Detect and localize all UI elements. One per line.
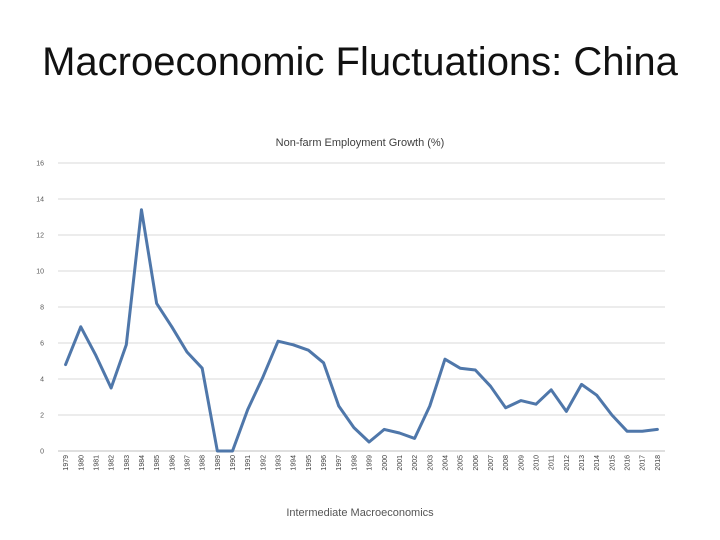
x-tick-label: 2000	[382, 455, 389, 471]
data-point-2007	[489, 385, 492, 388]
data-point-2015	[610, 413, 614, 417]
x-tick-label: 2009	[518, 455, 525, 471]
data-point-1997	[337, 404, 340, 408]
x-tick-label: 2016	[625, 455, 632, 471]
x-tick-label: 2011	[549, 455, 556, 470]
x-tick-label: 1990	[230, 455, 237, 471]
y-tick-label: 6	[40, 341, 44, 348]
y-tick-label: 14	[36, 197, 44, 204]
data-point-1985	[155, 302, 158, 305]
data-point-1993	[276, 340, 280, 343]
slide-title: Macroeconomic Fluctuations: China	[42, 40, 678, 84]
data-point-2014	[595, 394, 598, 397]
x-tick-label: 1989	[215, 455, 222, 471]
x-tick-label: 1993	[276, 455, 283, 471]
x-tick-label: 2014	[594, 455, 601, 471]
x-tick-label: 1979	[63, 455, 70, 471]
data-point-2013	[580, 383, 583, 386]
data-point-1980	[79, 325, 82, 328]
data-point-1982	[109, 386, 113, 390]
data-point-1996	[322, 361, 325, 364]
x-tick-label: 1986	[169, 455, 176, 471]
data-point-2009	[519, 399, 523, 402]
data-point-2004	[443, 358, 447, 361]
y-axis-ticks: 0 2 4 6 8 10 12 14 16	[36, 161, 44, 456]
data-point-1979	[64, 363, 67, 366]
data-point-1988	[200, 367, 204, 370]
data-point-1981	[94, 354, 98, 357]
data-point-1994	[292, 343, 295, 346]
x-tick-label: 1998	[351, 455, 358, 471]
chart-title: Non-farm Employment Growth (%)	[276, 137, 445, 149]
x-tick-label: 1991	[245, 455, 252, 471]
x-tick-label: 1995	[306, 455, 313, 471]
y-tick-label: 10	[36, 269, 44, 276]
data-point-1983	[125, 343, 128, 346]
x-tick-label: 2001	[397, 455, 404, 471]
data-point-2005	[458, 367, 462, 370]
x-tick-label: 1994	[291, 455, 298, 471]
x-tick-label: 2018	[655, 455, 662, 471]
data-point-1984	[140, 208, 143, 211]
x-tick-label: 1988	[200, 455, 207, 471]
data-point-1989	[216, 449, 219, 453]
data-point-2006	[474, 368, 477, 372]
data-point-2017	[641, 430, 644, 433]
data-point-2012	[565, 410, 568, 413]
data-point-2003	[428, 404, 431, 408]
x-tick-label: 1980	[78, 455, 85, 471]
x-tick-label: 1999	[367, 455, 374, 471]
x-tick-label: 2015	[609, 455, 616, 471]
x-tick-label: 1987	[184, 455, 191, 471]
data-point-1986	[170, 325, 174, 328]
data-point-1987	[185, 350, 189, 354]
x-tick-label: 2006	[473, 455, 480, 471]
y-tick-label: 12	[36, 233, 44, 240]
data-point-1998	[352, 426, 356, 429]
x-tick-label: 2007	[488, 455, 495, 471]
data-point-2011	[549, 388, 553, 391]
data-point-1990	[231, 449, 234, 453]
gridlines	[58, 162, 665, 452]
x-tick-label: 2012	[564, 455, 571, 471]
data-point-1992	[261, 376, 265, 379]
data-point-2001	[398, 431, 401, 435]
x-tick-label: 2008	[503, 455, 510, 471]
series-line-0	[64, 208, 659, 453]
x-tick-label: 2005	[458, 455, 465, 471]
data-point-1991	[246, 408, 249, 411]
y-tick-label: 2	[40, 413, 44, 420]
x-tick-label: 1985	[154, 455, 161, 471]
x-tick-label: 1997	[336, 455, 343, 471]
x-tick-label: 1982	[109, 455, 116, 471]
data-point-2010	[534, 403, 538, 406]
x-tick-label: 2017	[640, 455, 647, 471]
data-point-2008	[504, 406, 507, 409]
data-point-1995	[307, 349, 310, 352]
slide-footer: Intermediate Macroeconomics	[286, 507, 434, 519]
x-tick-label: 2004	[442, 455, 449, 471]
x-tick-label: 1984	[139, 455, 146, 471]
x-tick-label: 1996	[321, 455, 328, 471]
x-tick-label: 2010	[534, 455, 541, 471]
data-point-2018	[656, 428, 659, 431]
x-tick-label: 2003	[427, 455, 434, 471]
x-tick-label: 2002	[412, 455, 419, 471]
data-point-1999	[367, 440, 371, 444]
data-point-2016	[625, 430, 629, 433]
x-tick-label: 1983	[124, 455, 131, 471]
x-tick-label: 2013	[579, 455, 586, 471]
x-tick-label: 1981	[93, 455, 100, 471]
y-tick-label: 16	[36, 161, 44, 168]
series-layer	[64, 208, 659, 453]
data-point-2000	[383, 428, 386, 431]
x-axis-ticks: 1979 1980 1981 1982 1983 1984 1985 1986 1987 1988…	[63, 455, 662, 471]
data-point-2002	[413, 437, 416, 440]
y-tick-label: 0	[40, 449, 44, 456]
y-tick-label: 8	[40, 305, 44, 312]
x-tick-label: 1992	[260, 455, 267, 471]
y-tick-label: 4	[40, 377, 44, 384]
